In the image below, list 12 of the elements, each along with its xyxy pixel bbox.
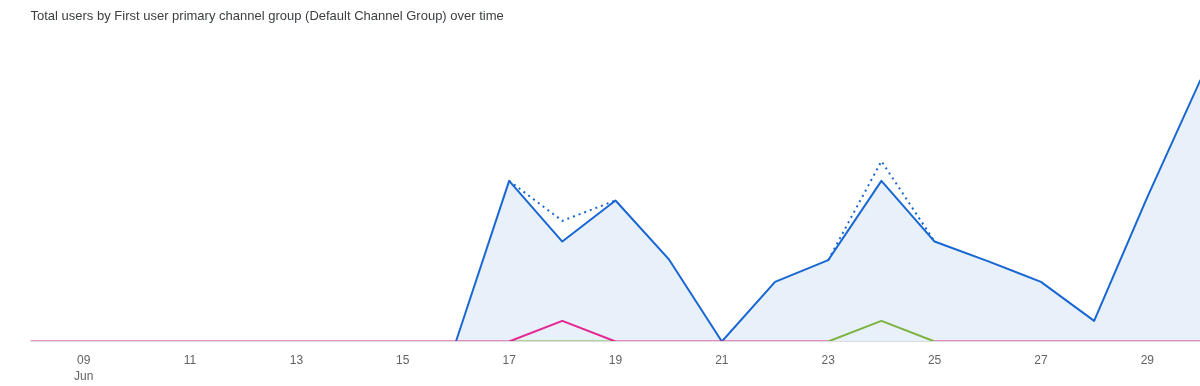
x-tick-label: 13 xyxy=(289,352,304,367)
x-tick-label: 21 xyxy=(715,352,729,367)
x-tick-label: 17 xyxy=(502,352,517,367)
x-tick-label: 27 xyxy=(1034,352,1048,367)
chart-title: Total users by First user primary channel group (Default Channel Group) over time xyxy=(30,7,504,23)
x-tick-label: 19 xyxy=(608,352,623,367)
x-tick-label: 23 xyxy=(821,352,836,367)
x-tick-label: 25 xyxy=(927,352,942,367)
x-tick-label: 29 xyxy=(1140,352,1155,367)
x-tick-label: 11 xyxy=(183,352,197,367)
x-tick-label: 09 Jun xyxy=(74,352,94,384)
x-tick-label: 15 xyxy=(396,352,410,367)
